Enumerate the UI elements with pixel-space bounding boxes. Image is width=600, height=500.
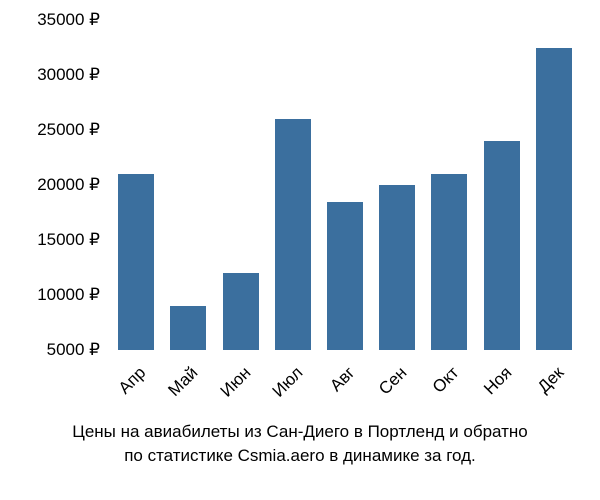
chart-caption: Цены на авиабилеты из Сан-Диего в Портле… xyxy=(0,420,600,468)
x-tick-label: Сен xyxy=(375,363,411,399)
bar xyxy=(170,306,206,350)
bar xyxy=(275,119,311,350)
x-tick-label: Май xyxy=(165,363,203,401)
bar xyxy=(536,48,572,351)
caption-line-2: по статистике Csmia.aero в динамике за г… xyxy=(124,446,476,465)
y-tick-label: 15000 ₽ xyxy=(37,230,100,250)
x-tick-label: Дек xyxy=(534,363,568,397)
x-axis-labels: Апр Май Июн Июл Авг Сен Окт Ноя Дек xyxy=(110,355,580,405)
x-tick-label: Апр xyxy=(115,363,150,398)
y-axis-labels: 5000 ₽ 10000 ₽ 15000 ₽ 20000 ₽ 25000 ₽ 30000 … xyxy=(10,10,105,360)
x-tick-label: Окт xyxy=(429,363,463,397)
bar xyxy=(484,141,520,350)
bar xyxy=(118,174,154,350)
bars-group xyxy=(110,20,580,350)
bar xyxy=(431,174,467,350)
y-tick-label: 20000 ₽ xyxy=(37,175,100,195)
plot-area xyxy=(110,20,580,350)
x-tick-label: Июл xyxy=(268,363,307,402)
y-tick-label: 5000 ₽ xyxy=(47,340,100,360)
bar xyxy=(223,273,259,350)
x-tick-label: Ноя xyxy=(480,363,516,399)
bar xyxy=(379,185,415,350)
x-tick-label: Авг xyxy=(326,363,359,396)
x-tick-label: Июн xyxy=(216,363,254,401)
y-tick-label: 35000 ₽ xyxy=(37,10,100,30)
bar xyxy=(327,202,363,351)
caption-line-1: Цены на авиабилеты из Сан-Диего в Портле… xyxy=(72,422,528,441)
y-tick-label: 25000 ₽ xyxy=(37,120,100,140)
chart-container: 5000 ₽ 10000 ₽ 15000 ₽ 20000 ₽ 25000 ₽ 30000 … xyxy=(10,10,590,390)
y-tick-label: 10000 ₽ xyxy=(37,285,100,305)
y-tick-label: 30000 ₽ xyxy=(37,65,100,85)
